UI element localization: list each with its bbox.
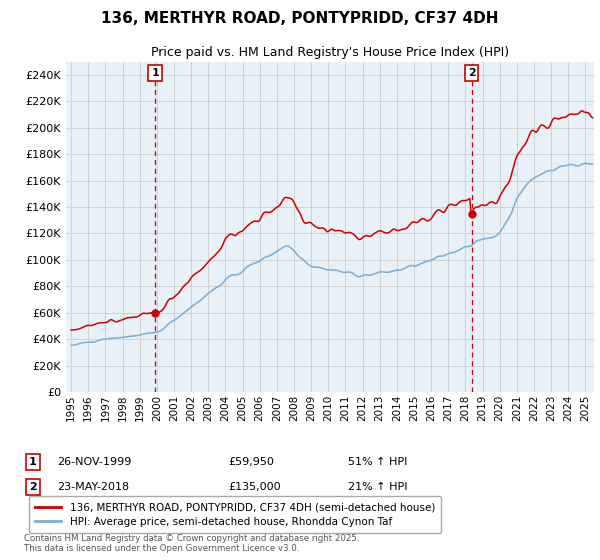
Text: 23-MAY-2018: 23-MAY-2018 bbox=[57, 482, 129, 492]
Text: £135,000: £135,000 bbox=[228, 482, 281, 492]
Text: 21% ↑ HPI: 21% ↑ HPI bbox=[348, 482, 407, 492]
Text: 1: 1 bbox=[29, 457, 37, 467]
Legend: 136, MERTHYR ROAD, PONTYPRIDD, CF37 4DH (semi-detached house), HPI: Average pric: 136, MERTHYR ROAD, PONTYPRIDD, CF37 4DH … bbox=[29, 496, 441, 533]
Title: Price paid vs. HM Land Registry's House Price Index (HPI): Price paid vs. HM Land Registry's House … bbox=[151, 46, 509, 59]
Text: £59,950: £59,950 bbox=[228, 457, 274, 467]
Text: 136, MERTHYR ROAD, PONTYPRIDD, CF37 4DH: 136, MERTHYR ROAD, PONTYPRIDD, CF37 4DH bbox=[101, 11, 499, 26]
Text: 26-NOV-1999: 26-NOV-1999 bbox=[57, 457, 131, 467]
Text: 2: 2 bbox=[468, 68, 476, 78]
Text: 2: 2 bbox=[29, 482, 37, 492]
Text: Contains HM Land Registry data © Crown copyright and database right 2025.
This d: Contains HM Land Registry data © Crown c… bbox=[24, 534, 359, 553]
Text: 1: 1 bbox=[151, 68, 159, 78]
Text: 51% ↑ HPI: 51% ↑ HPI bbox=[348, 457, 407, 467]
